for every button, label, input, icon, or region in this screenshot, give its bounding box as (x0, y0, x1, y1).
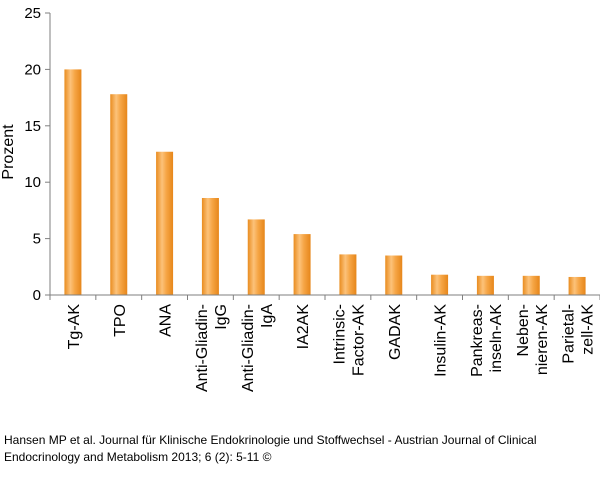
bar (64, 69, 82, 296)
x-tick-label: Parietal- (561, 304, 578, 364)
bar (247, 219, 265, 295)
bar (522, 275, 540, 295)
bar (568, 276, 586, 295)
bar (339, 254, 357, 295)
caption-line-2: Endocrinology and Metabolism 2013; 6 (2)… (4, 450, 272, 464)
x-tick-label: Factor-AK (350, 304, 367, 376)
figure-caption: Hansen MP et al. Journal für Klinische E… (4, 432, 596, 466)
x-tick-label: IgG (213, 304, 230, 330)
bar (201, 197, 219, 295)
x-tick-label: Anti-Gliadin- (240, 304, 257, 392)
x-tick-label: inseln-AK (488, 304, 505, 373)
x-tick-label: IA2AK (295, 304, 312, 350)
bar (385, 255, 403, 295)
y-tick-label: 10 (24, 174, 41, 191)
y-axis-label: Prozent (0, 124, 17, 180)
x-tick-label: Anti-Gliadin- (194, 304, 211, 392)
x-tick-label: nieren-AK (534, 304, 551, 375)
bar (293, 234, 311, 295)
bar (156, 151, 174, 295)
y-tick-label: 15 (24, 118, 41, 135)
x-tick-label: Insulin-AK (433, 304, 450, 377)
caption-line-1: Hansen MP et al. Journal für Klinische E… (4, 433, 537, 447)
y-axis: 0 5 10 15 20 25 (24, 5, 51, 304)
x-axis: Tg-AK TPO ANA Anti-Gliadin- IgG Anti-Gliadin-… (49, 294, 600, 392)
y-tick-label: 25 (24, 5, 41, 22)
y-tick-label: 20 (24, 61, 41, 78)
x-tick-label: Pankreas- (469, 304, 486, 377)
bar (431, 274, 449, 295)
bar (476, 275, 494, 295)
x-tick-label: zell-AK (580, 304, 597, 355)
x-tick-label: ANA (158, 304, 175, 337)
x-tick-label: Tg-AK (66, 304, 83, 350)
x-tick-label: Neben- (515, 304, 532, 356)
x-tick-label: TPO (112, 304, 129, 337)
y-tick-label: 5 (33, 231, 41, 248)
x-tick-label: IgA (259, 304, 276, 328)
x-tick-label: Intrinsic- (331, 304, 348, 364)
x-tick-label: GADAK (387, 304, 404, 360)
y-tick-label: 0 (33, 287, 41, 304)
bar (110, 94, 128, 295)
bars (64, 69, 586, 296)
